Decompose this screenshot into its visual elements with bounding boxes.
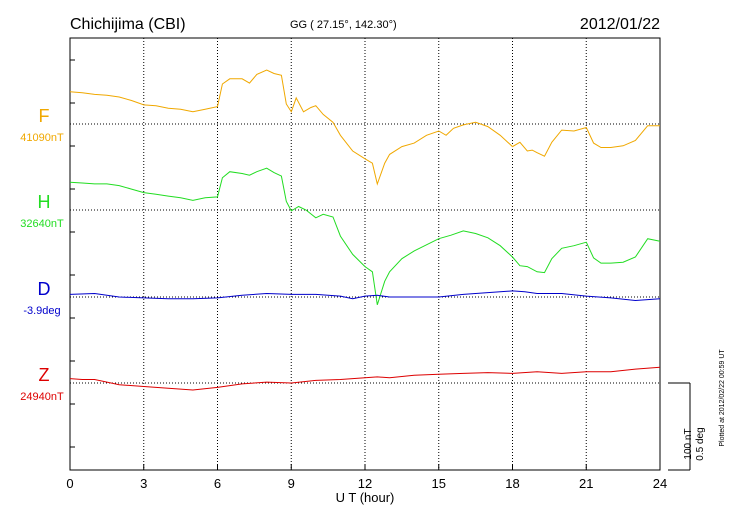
- date-title: 2012/01/22: [580, 16, 660, 33]
- series-name-Z: Z: [39, 365, 50, 385]
- x-tick-label-0: 0: [66, 476, 73, 491]
- series-baseline-Z: 24940nT: [20, 391, 64, 403]
- x-tick-label-9: 9: [288, 476, 295, 491]
- coords-subtitle: GG ( 27.15°, 142.30°): [290, 19, 397, 31]
- x-tick-label-18: 18: [505, 476, 519, 491]
- series-name-F: F: [39, 106, 50, 126]
- series-baseline-F: 41090nT: [20, 132, 64, 144]
- x-tick-label-24: 24: [653, 476, 667, 491]
- x-tick-label-21: 21: [579, 476, 593, 491]
- series-line-Z: [69, 366, 661, 391]
- plotted-timestamp: Plotted at 2012/02/22 00:59 UT: [719, 349, 726, 447]
- station-title: Chichijima (CBI): [70, 16, 186, 33]
- series-baseline-D: -3.9deg: [23, 305, 60, 317]
- x-axis-label: U T (hour): [336, 490, 395, 505]
- series-labels: F 41090nT H 32640nT D -3.9deg Z 24940nT: [20, 106, 64, 403]
- scale-label-nt: 100 nT: [683, 428, 694, 459]
- series-baseline-H: 32640nT: [20, 218, 64, 230]
- scale-bar: 100 nT 0.5 deg: [668, 382, 706, 471]
- series-line-F: [69, 69, 660, 186]
- x-tick-label-12: 12: [358, 476, 372, 491]
- grid-lines: [70, 38, 660, 470]
- series-name-D: D: [38, 279, 51, 299]
- x-tick-label-15: 15: [432, 476, 446, 491]
- scale-label-deg: 0.5 deg: [695, 427, 706, 460]
- x-axis-ticks: 0 3 6 9 12 15 18 21 24: [66, 464, 667, 491]
- series-name-H: H: [38, 192, 51, 212]
- x-tick-label-3: 3: [140, 476, 147, 491]
- series-line-D: [69, 290, 661, 302]
- series-line-H: [69, 167, 661, 305]
- series-lines: [69, 69, 661, 391]
- x-tick-label-6: 6: [214, 476, 221, 491]
